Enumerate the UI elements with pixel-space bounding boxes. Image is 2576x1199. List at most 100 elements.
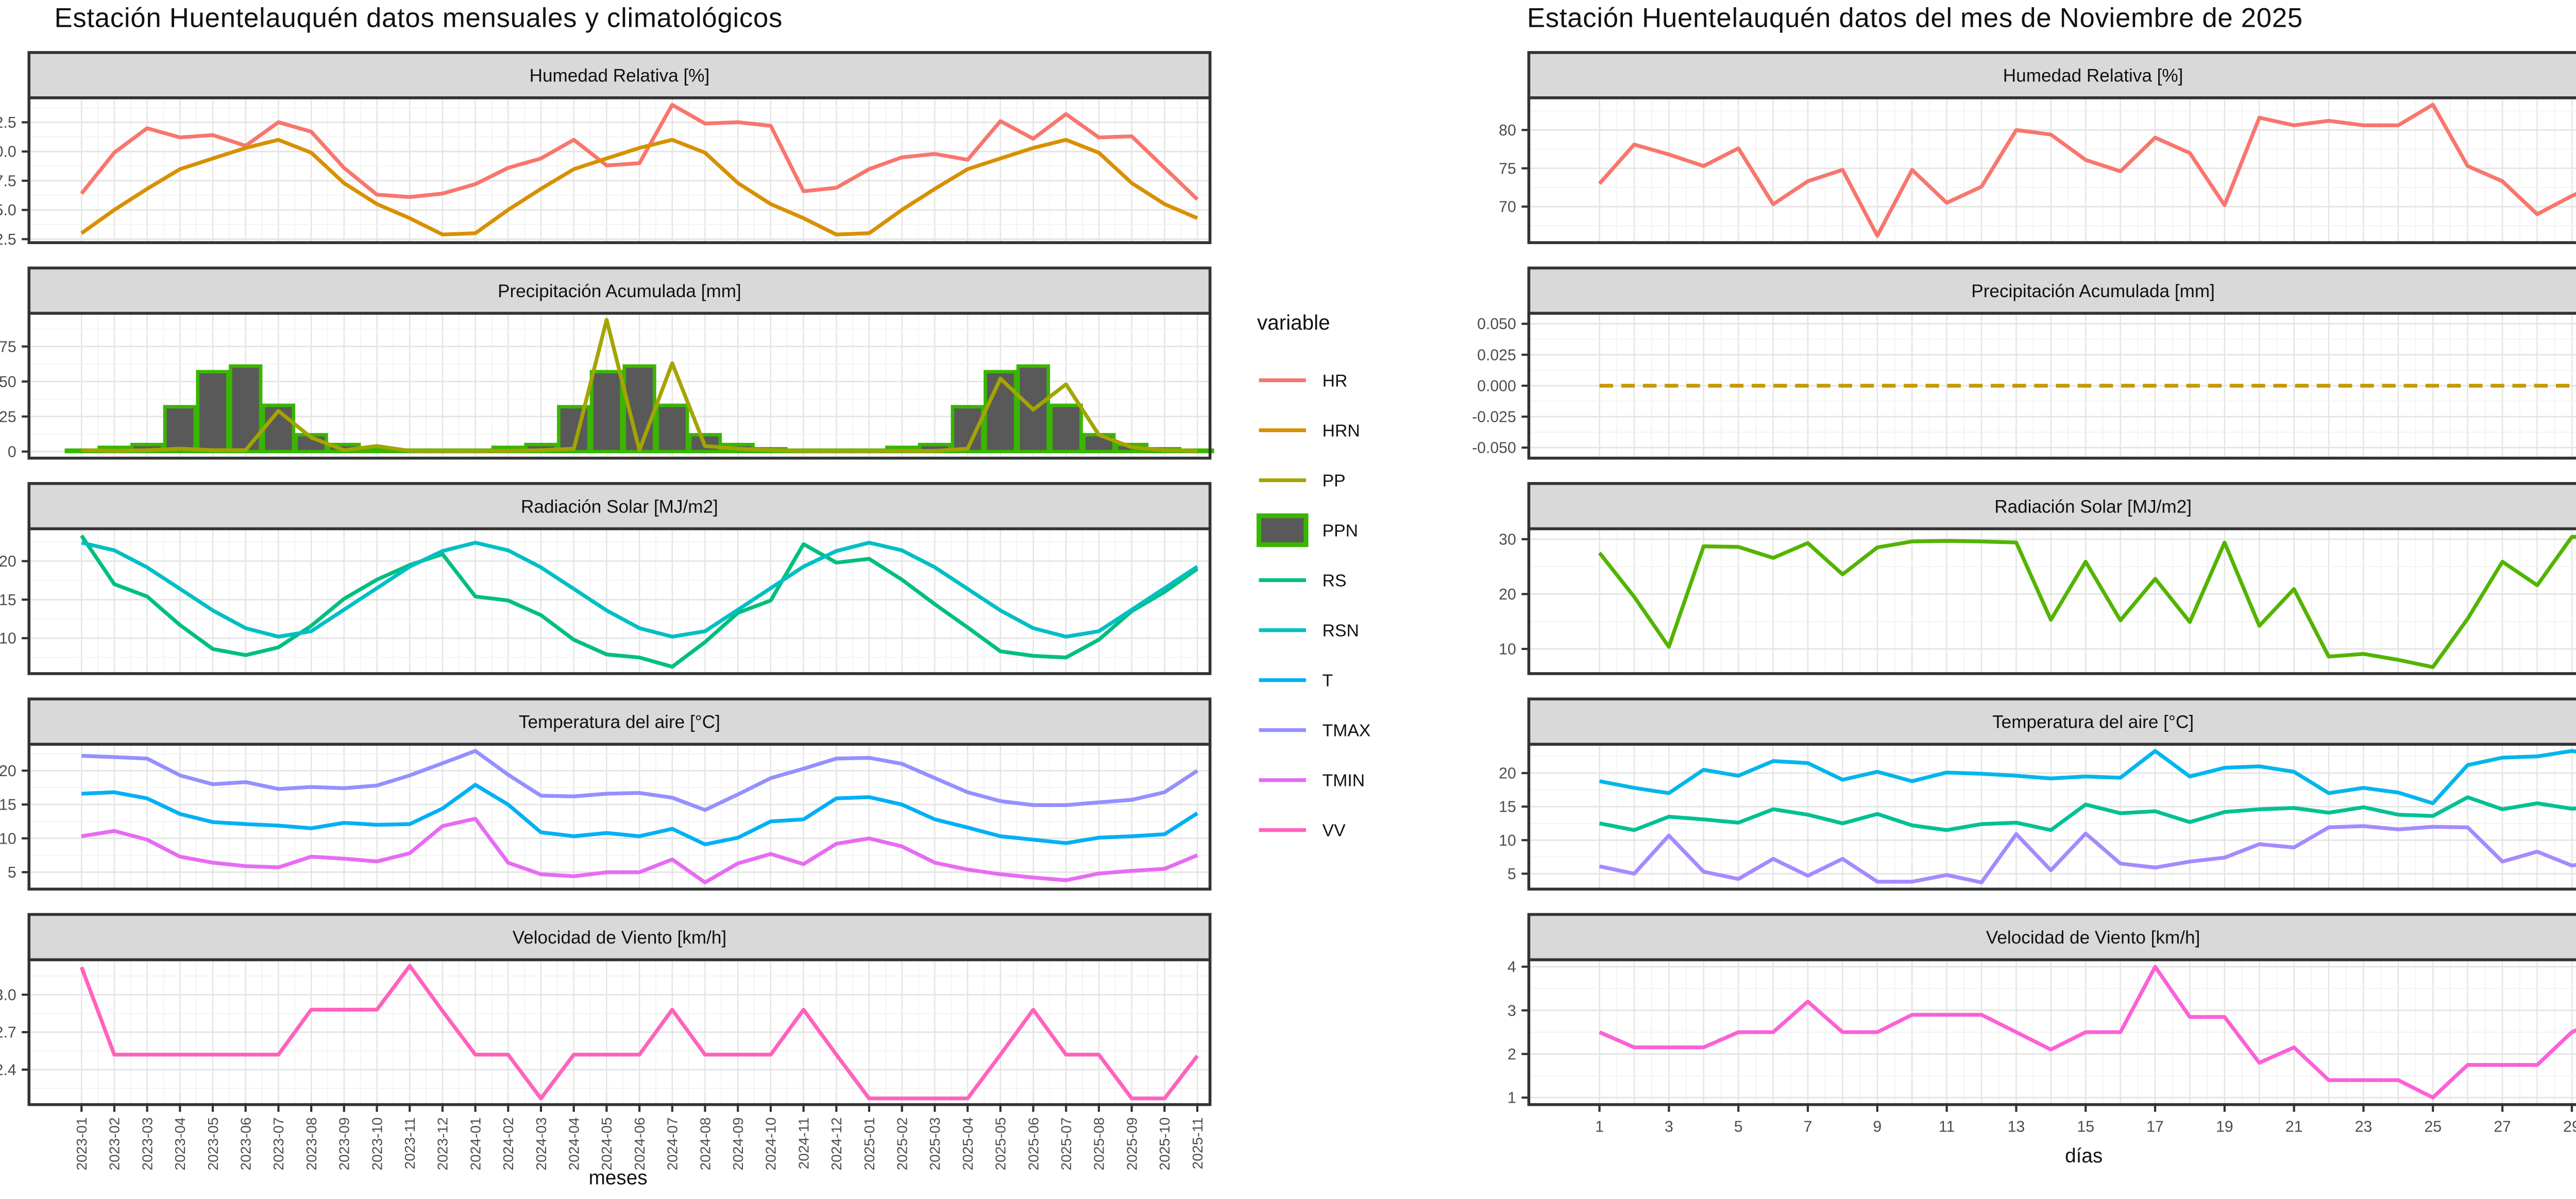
y-tick-label: 0.000 [1477, 378, 1516, 395]
y-tick-label: 20 [1499, 765, 1516, 782]
bar-PPN [196, 370, 230, 454]
x-tick-label: 2024-02 [500, 1117, 516, 1170]
x-tick-label: 13 [2008, 1118, 2025, 1135]
series-RS [1598, 535, 2576, 669]
left-x-axis-title: meses [588, 1168, 648, 1190]
y-tick-label: 4 [1507, 959, 1516, 976]
x-tick-label: 2025-04 [960, 1117, 976, 1170]
x-tick-label: 2023-08 [303, 1117, 319, 1170]
series-TMAX [1599, 749, 2576, 806]
series-HR [80, 102, 1199, 201]
facet-strip [27, 482, 1212, 530]
series-PP [81, 318, 1198, 453]
x-tick-label: 2023-04 [172, 1117, 188, 1170]
y-tick-label: 70 [1499, 199, 1516, 216]
facet-strip-label: Humedad Relativa [%] [530, 66, 710, 86]
x-tick-label: 2024-07 [665, 1117, 681, 1170]
y-tick-label: 0 [8, 443, 16, 460]
panel-1-2 [1521, 482, 2576, 675]
series-HRN [80, 138, 1198, 237]
series-RS [80, 534, 1199, 669]
y-tick-label: 2 [1507, 1046, 1516, 1063]
y-tick-label: 72.5 [0, 231, 16, 248]
y-tick-label: 30 [1499, 531, 1516, 548]
series-T [81, 783, 1199, 847]
legend-label-T: T [1323, 671, 1333, 691]
x-tick-label: 29 [2563, 1118, 2576, 1135]
left-chart-title: Estación Huentelauquén datos mensuales y… [54, 4, 783, 35]
facet-strip-label: Velocidad de Viento [km/h] [513, 928, 726, 948]
facet-strip-label: Precipitación Acumulada [mm] [1971, 281, 2215, 301]
facet-strip-label: Precipitación Acumulada [mm] [498, 281, 741, 301]
x-tick-label: 2023-07 [270, 1117, 286, 1170]
y-tick-label: 20 [0, 763, 16, 780]
x-tick-label: 2024-04 [566, 1117, 582, 1170]
y-tick-label: 75 [0, 338, 16, 355]
x-tick-label: 2023-09 [336, 1117, 352, 1170]
panel-1-1 [1521, 266, 2576, 460]
x-tick-label: 15 [2077, 1118, 2094, 1135]
bar-PPN [1016, 364, 1050, 454]
y-tick-label: -0.050 [1472, 440, 1516, 457]
x-tick-label: 2024-11 [795, 1117, 811, 1169]
x-tick-label: 3 [1665, 1118, 1673, 1135]
y-tick-label: 0.050 [1477, 316, 1516, 333]
y-tick-label: 75.0 [0, 202, 16, 219]
legend-label-HR: HR [1323, 371, 1348, 390]
x-tick-label: 5 [1734, 1118, 1743, 1135]
y-tick-label: 3 [1507, 1002, 1516, 1019]
x-tick-label: 2023-06 [238, 1117, 254, 1170]
x-tick-label: 2025-07 [1058, 1117, 1074, 1170]
panel-0-3 [22, 697, 1212, 891]
y-tick-label: 10 [0, 830, 16, 847]
y-tick-label: 15 [1499, 799, 1516, 816]
series-TMAX [81, 749, 1199, 812]
x-tick-label: 1 [1595, 1118, 1604, 1135]
x-tick-label: 9 [1873, 1118, 1882, 1135]
facet-strip [27, 266, 1212, 315]
series-VV [79, 964, 1199, 1101]
bar-PPN [589, 370, 624, 454]
series-TMIN [1599, 824, 2576, 884]
x-tick-label: 2024-08 [697, 1117, 713, 1170]
facet-strip [1527, 913, 2576, 962]
x-tick-label: 2025-09 [1124, 1117, 1140, 1170]
y-tick-label: 5 [8, 864, 16, 881]
bar-PPN [1049, 403, 1083, 454]
y-tick-label: -0.025 [1472, 409, 1516, 426]
x-tick-label: 2025-10 [1157, 1117, 1173, 1170]
y-tick-label: 5 [1507, 866, 1516, 883]
bar-PPN [163, 405, 197, 454]
x-tick-label: 2025-03 [927, 1117, 943, 1170]
facet-strip [1527, 697, 2576, 746]
panel-1-3 [1521, 697, 2576, 891]
x-tick-label: 2023-11 [402, 1117, 418, 1169]
legend-0 [1256, 378, 1309, 832]
panel-1-4 [1521, 913, 2576, 1112]
x-tick-label: 2023-10 [369, 1117, 385, 1170]
y-tick-label: 15 [0, 797, 16, 814]
y-tick-label: 2.7 [0, 1024, 16, 1041]
x-tick-label: 17 [2146, 1118, 2164, 1135]
legend-label-TMAX: TMAX [1323, 721, 1371, 741]
y-tick-label: 77.5 [0, 173, 16, 190]
right-x-axis-title: días [2065, 1146, 2103, 1168]
facet-strip [1527, 51, 2576, 99]
y-tick-label: 10 [0, 630, 16, 647]
legend-label-HRN: HRN [1323, 421, 1360, 440]
x-tick-label: 2023-12 [435, 1117, 451, 1170]
legend-label-RS: RS [1323, 571, 1347, 590]
legend-label-PPN: PPN [1323, 521, 1358, 540]
y-tick-label: 2.4 [0, 1061, 16, 1078]
x-tick-label: 2024-10 [763, 1117, 779, 1170]
x-tick-label: 2024-05 [599, 1117, 615, 1170]
facet-strip-label: Temperatura del aire [°C] [1992, 712, 2194, 732]
y-tick-label: 20 [0, 553, 16, 570]
x-tick-label: 23 [2355, 1118, 2372, 1135]
y-tick-label: 82.5 [0, 114, 16, 131]
y-tick-label: 80 [1499, 122, 1516, 139]
x-tick-label: 2023-02 [107, 1117, 123, 1170]
y-tick-label: 0.025 [1477, 347, 1516, 364]
x-tick-label: 2025-05 [993, 1117, 1009, 1170]
series-VV [1599, 965, 2576, 1100]
